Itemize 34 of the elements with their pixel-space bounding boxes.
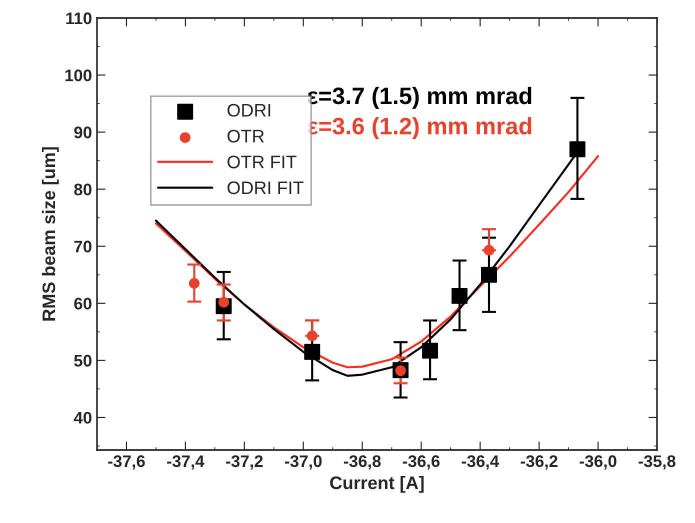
x-tick-label: -36,2 xyxy=(520,455,558,470)
point xyxy=(484,244,494,256)
y-tick-label: 50 xyxy=(74,354,92,367)
y-tick-label: 100 xyxy=(65,69,92,82)
y-tick-label: 70 xyxy=(74,240,92,252)
x-axis-title: Current [A] xyxy=(330,476,424,493)
point xyxy=(188,278,200,289)
y-tick-label: 80 xyxy=(74,184,92,196)
x-tick-label: -37,0 xyxy=(284,455,322,470)
point xyxy=(304,344,320,360)
legend-label: OTR FIT xyxy=(228,156,296,168)
point xyxy=(306,330,318,342)
y-axis-title: RMS beam size [um] xyxy=(42,147,59,321)
point xyxy=(422,342,438,359)
point xyxy=(481,266,497,283)
y-tick-label: 90 xyxy=(74,126,92,138)
x-tick-label: -37,6 xyxy=(108,455,145,470)
y-tick-label: 60 xyxy=(74,298,92,310)
x-tick-label: -36,4 xyxy=(462,455,500,470)
annotation: ε=3.6 (1.2) mm mrad xyxy=(308,117,532,140)
point xyxy=(452,288,468,304)
x-tick-label: -36,0 xyxy=(580,455,616,470)
legend-label: OTR xyxy=(228,130,264,142)
annotation: ε=3.7 (1.5) mm mrad xyxy=(308,86,532,109)
x-tick-label: -36,8 xyxy=(344,455,381,470)
x-tick-label: -37,2 xyxy=(226,455,263,470)
y-tick-label: 110 xyxy=(66,12,92,24)
x-tick-label: -36,6 xyxy=(402,455,440,470)
legend-label: ODRI xyxy=(228,104,270,117)
x-tick-label: -37,4 xyxy=(167,455,204,470)
y-tick-label: 40 xyxy=(74,412,92,424)
x-tick-label: -35,8 xyxy=(638,455,676,470)
point xyxy=(569,141,586,158)
legend-label: ODRI FIT xyxy=(228,181,304,194)
